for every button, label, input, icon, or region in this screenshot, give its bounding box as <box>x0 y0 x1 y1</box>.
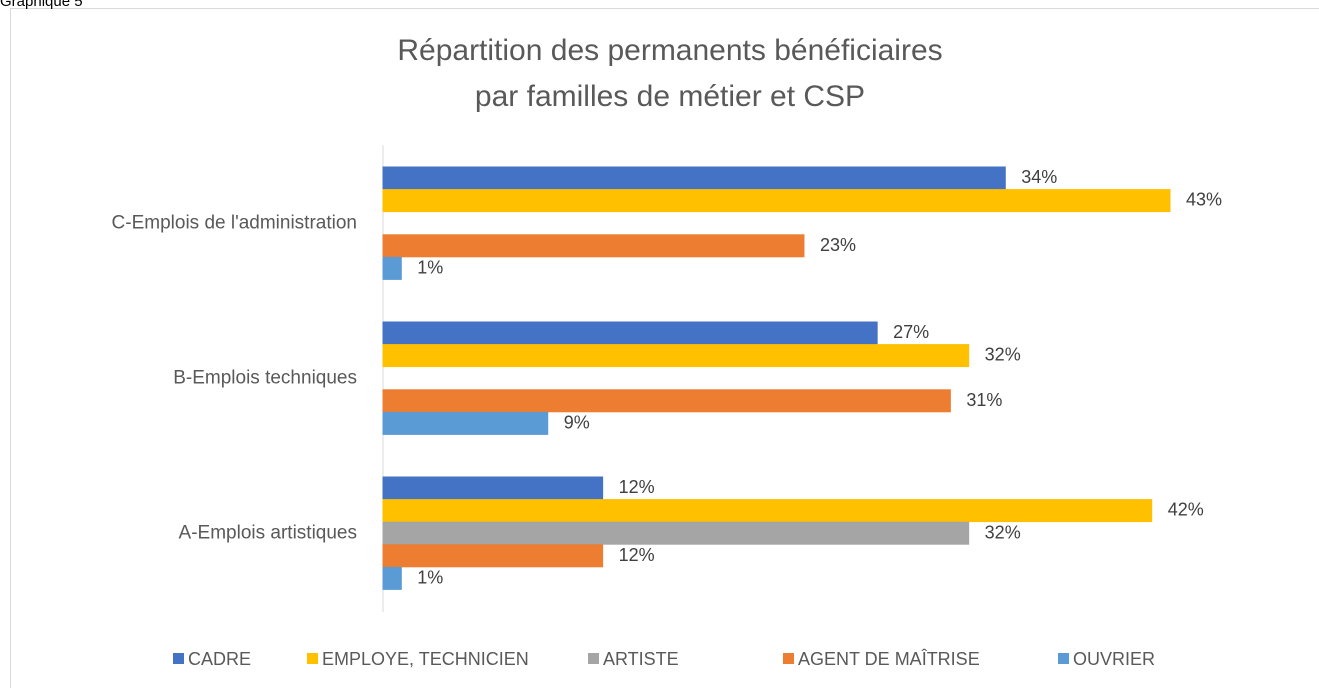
data-label: 12% <box>619 545 655 565</box>
legend-label: CADRE <box>188 649 251 669</box>
data-label: 1% <box>417 567 443 587</box>
data-label: 31% <box>966 390 1002 410</box>
chart-title: Répartition des permanents bénéficiaires <box>397 34 942 67</box>
bar <box>382 234 805 258</box>
bar <box>382 411 549 435</box>
data-label: 9% <box>564 412 590 432</box>
data-label: 23% <box>820 235 856 255</box>
legend-label: EMPLOYE, TECHNICIEN <box>322 649 529 669</box>
y-tick-label: B-Emplois techniques <box>173 368 357 389</box>
bar <box>382 476 604 500</box>
legend-swatch <box>173 653 184 664</box>
data-label: 12% <box>619 477 655 497</box>
legend-swatch <box>783 653 794 664</box>
bar <box>382 256 402 280</box>
bar <box>382 189 1171 213</box>
bar <box>382 321 878 345</box>
data-label: 27% <box>893 322 929 342</box>
bar <box>382 566 402 590</box>
y-tick-label: A-Emplois artistiques <box>179 523 357 544</box>
legend-label: ARTISTE <box>603 649 679 669</box>
chart-title: par familles de métier et CSP <box>475 80 865 113</box>
caption: Graphique 5 <box>0 0 83 10</box>
legend-swatch <box>307 653 318 664</box>
data-label: 1% <box>417 257 443 277</box>
data-label: 32% <box>985 522 1021 542</box>
bar <box>382 344 970 368</box>
bar <box>382 166 1006 190</box>
bar <box>382 521 970 545</box>
legend-label: AGENT DE MAÎTRISE <box>798 649 980 669</box>
legend-label: OUVRIER <box>1073 649 1155 669</box>
data-label: 32% <box>985 345 1021 365</box>
bar <box>382 544 604 568</box>
bar <box>382 389 951 413</box>
data-label: 43% <box>1186 190 1222 210</box>
y-tick-label: C-Emplois de l'administration <box>112 213 357 234</box>
legend-swatch <box>588 653 599 664</box>
legend-swatch <box>1058 653 1069 664</box>
data-label: 34% <box>1021 167 1057 187</box>
data-label: 42% <box>1168 500 1204 520</box>
bar <box>382 499 1153 523</box>
